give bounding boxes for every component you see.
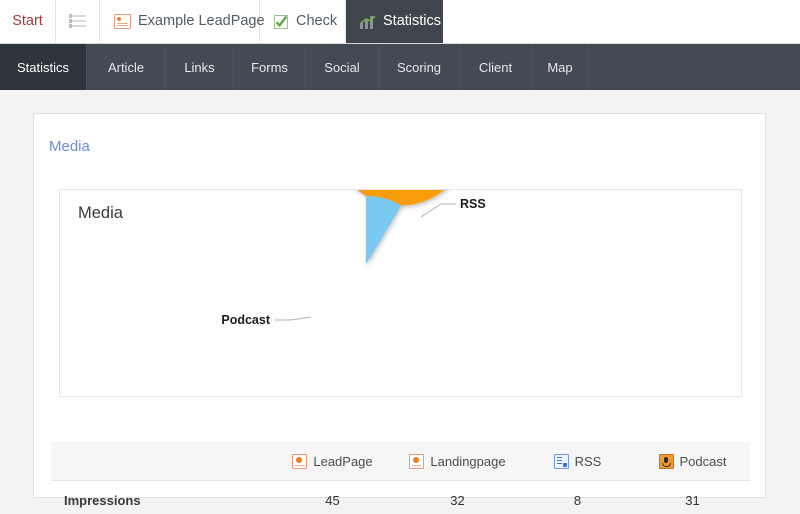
table-cell-leadpage: 45 (325, 492, 340, 508)
table-col-podcast: Podcast (635, 442, 750, 481)
navbar-filler (589, 44, 800, 90)
tab-start[interactable]: Start (0, 0, 56, 43)
landingpage-icon (409, 453, 425, 469)
nav-item-statistics[interactable]: Statistics (0, 44, 87, 90)
nav-item-forms-label: Forms (251, 59, 288, 75)
table-col-leadpage-label: LeadPage (313, 453, 373, 469)
nav-item-map[interactable]: Map (532, 44, 589, 90)
pie-label-podcast: Podcast (221, 313, 270, 327)
nav-item-client[interactable]: Client (460, 44, 532, 90)
tab-list[interactable] (56, 0, 100, 43)
leadpage-icon (292, 453, 308, 469)
rss-icon (553, 453, 569, 469)
nav-item-statistics-label: Statistics (16, 59, 69, 75)
chart-title: Media (78, 204, 123, 222)
tab-start-label: Start (12, 13, 43, 30)
pie-label-rss: RSS (460, 197, 486, 211)
table-col-landingpage: Landingpage (395, 442, 520, 481)
tab-statistics-label: Statistics (383, 13, 442, 30)
nav-item-article[interactable]: Article (87, 44, 166, 90)
pie-leader-podcast (275, 316, 312, 321)
podcast-icon (658, 453, 674, 469)
nav-item-links-label: Links (184, 59, 215, 75)
bar-chart-icon (360, 14, 376, 29)
table-col-blank (51, 442, 270, 481)
nav-item-social-label: Social (324, 59, 360, 75)
nav-item-forms[interactable]: Forms (234, 44, 306, 90)
table-row-label: Impressions (64, 492, 141, 508)
nav-item-client-label: Client (478, 59, 513, 75)
list-icon (69, 14, 86, 28)
check-icon (274, 14, 289, 29)
table-col-leadpage: LeadPage (270, 442, 395, 481)
table-cell-rss: 8 (573, 492, 582, 508)
table-col-landingpage-label: Landingpage (430, 453, 506, 469)
tab-check-label: Check (296, 13, 338, 30)
pie-chart: RSS Podcast (60, 190, 743, 398)
tab-example-leadpage-label: Example LeadPage (138, 13, 265, 30)
pie-leader-rss (420, 203, 456, 218)
table-col-rss-label: RSS (574, 453, 602, 469)
pie-slice-rss (366, 195, 401, 264)
nav-item-links[interactable]: Links (166, 44, 234, 90)
pie-slice-podcast (357, 190, 444, 264)
table-row: Impressions 45 32 8 31 (51, 481, 750, 514)
table-col-rss: RSS (520, 442, 635, 481)
nav-item-article-label: Article (107, 59, 145, 75)
tab-example-leadpage[interactable]: Example LeadPage (100, 0, 265, 43)
table-cell-landingpage: 32 (450, 492, 465, 508)
nav-item-scoring[interactable]: Scoring (379, 44, 460, 90)
table-cell-podcast: 31 (685, 492, 700, 508)
chart-card: Media (59, 189, 742, 397)
tab-statistics[interactable]: Statistics (346, 0, 443, 43)
browser-tabstrip: Start Example LeadPage Check (0, 0, 800, 44)
tab-check[interactable]: Check (260, 0, 346, 43)
pie-slices (357, 190, 444, 264)
media-panel: Media Media (33, 113, 766, 508)
stats-table: LeadPage Landingpage (51, 442, 750, 514)
stats-table-wrap: LeadPage Landingpage (51, 442, 750, 514)
content-area: Media Media (0, 90, 800, 514)
table-header-row: LeadPage Landingpage (51, 442, 750, 481)
section-navbar: Statistics Article Links Forms Social Sc… (0, 44, 800, 90)
nav-item-map-label: Map (547, 59, 573, 75)
nav-item-social[interactable]: Social (306, 44, 379, 90)
leadpage-icon (114, 14, 131, 29)
nav-item-scoring-label: Scoring (396, 59, 442, 75)
panel-title-media[interactable]: Media (49, 138, 90, 155)
table-col-podcast-label: Podcast (679, 453, 727, 469)
